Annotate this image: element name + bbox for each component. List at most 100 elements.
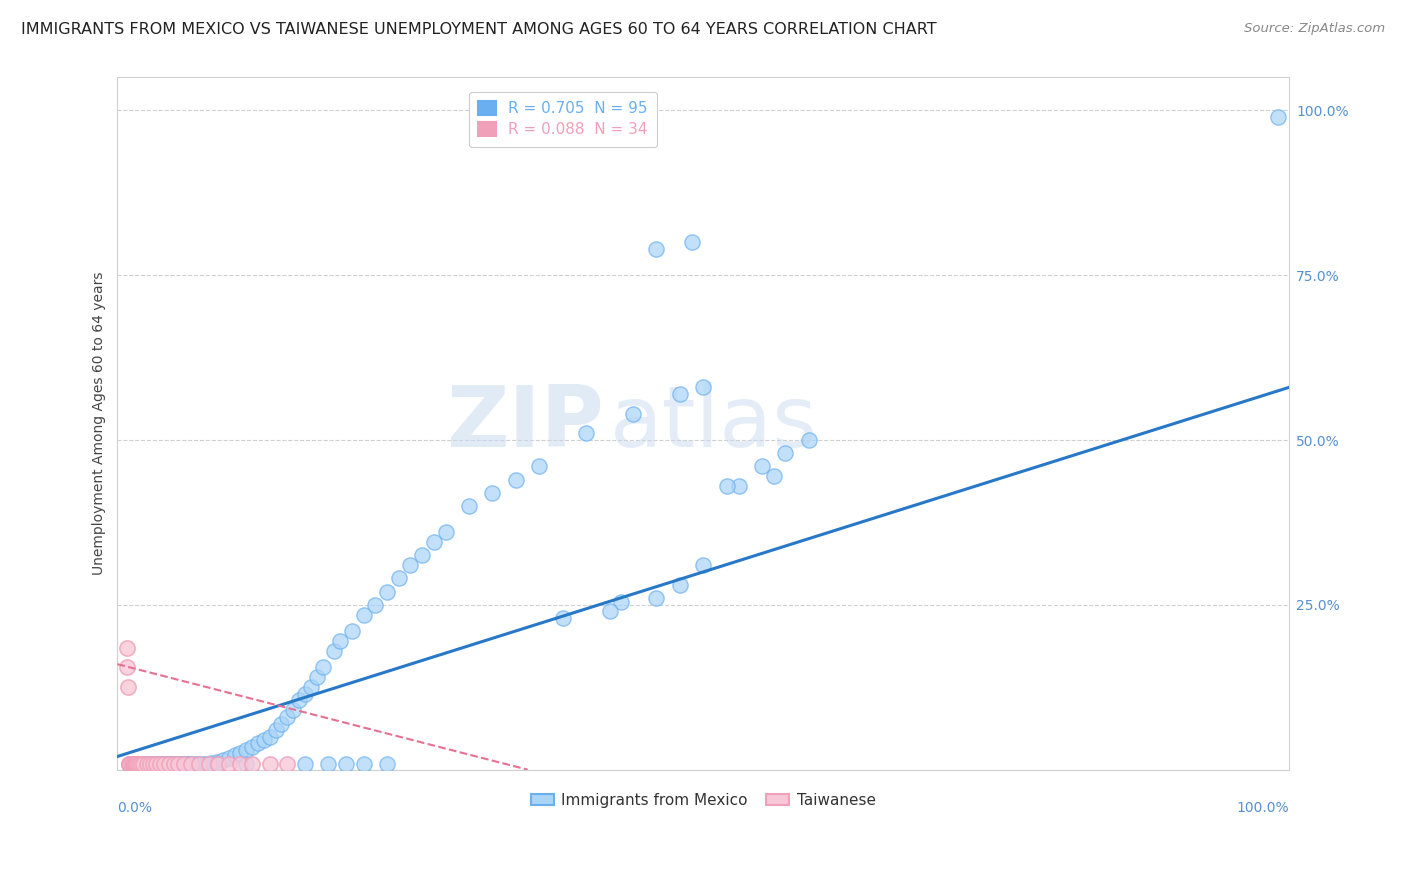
Point	[134, 757, 156, 772]
Point	[179, 757, 201, 772]
Point	[128, 757, 150, 772]
Point	[138, 757, 160, 772]
Point	[122, 757, 145, 772]
Point	[669, 387, 692, 401]
Point	[1267, 110, 1289, 124]
Point	[153, 757, 176, 772]
Point	[139, 757, 162, 772]
Point	[142, 757, 165, 772]
Point	[135, 757, 157, 772]
Point	[621, 407, 644, 421]
Point	[205, 755, 228, 769]
Point	[375, 757, 398, 772]
Point	[323, 644, 346, 658]
Point	[681, 235, 703, 250]
Point	[235, 757, 257, 772]
Point	[167, 757, 190, 772]
Point	[167, 757, 190, 772]
Point	[136, 757, 159, 772]
Point	[264, 723, 287, 737]
Point	[259, 757, 281, 772]
Text: 100.0%: 100.0%	[1237, 801, 1289, 814]
Point	[146, 757, 169, 772]
Point	[141, 757, 163, 772]
Point	[575, 426, 598, 441]
Text: Source: ZipAtlas.com: Source: ZipAtlas.com	[1244, 22, 1385, 36]
Legend: Immigrants from Mexico, Taiwanese: Immigrants from Mexico, Taiwanese	[524, 787, 882, 814]
Point	[156, 757, 179, 772]
Point	[434, 525, 457, 540]
Point	[125, 757, 148, 772]
Point	[159, 757, 181, 772]
Point	[121, 757, 143, 772]
Point	[212, 753, 235, 767]
Point	[610, 594, 633, 608]
Point	[129, 757, 152, 772]
Point	[124, 757, 146, 772]
Point	[128, 757, 150, 772]
Point	[122, 757, 145, 772]
Text: ZIP: ZIP	[446, 382, 603, 465]
Point	[118, 757, 141, 772]
Point	[207, 757, 229, 772]
Point	[335, 757, 357, 772]
Point	[340, 624, 363, 639]
Point	[127, 757, 149, 772]
Text: atlas: atlas	[610, 382, 818, 465]
Point	[229, 746, 252, 760]
Point	[259, 730, 281, 744]
Point	[218, 757, 240, 772]
Point	[165, 757, 187, 772]
Point	[115, 640, 138, 655]
Point	[172, 757, 194, 772]
Point	[135, 757, 157, 772]
Point	[143, 757, 166, 772]
Point	[124, 757, 146, 772]
Text: IMMIGRANTS FROM MEXICO VS TAIWANESE UNEMPLOYMENT AMONG AGES 60 TO 64 YEARS CORRE: IMMIGRANTS FROM MEXICO VS TAIWANESE UNEM…	[21, 22, 936, 37]
Point	[163, 757, 186, 772]
Point	[388, 572, 411, 586]
Point	[423, 535, 446, 549]
Point	[411, 549, 433, 563]
Point	[551, 611, 574, 625]
Point	[353, 757, 375, 772]
Point	[149, 757, 172, 772]
Point	[128, 757, 150, 772]
Point	[183, 757, 205, 772]
Point	[132, 757, 155, 772]
Point	[186, 757, 208, 772]
Point	[375, 584, 398, 599]
Point	[118, 757, 141, 772]
Point	[599, 604, 621, 618]
Point	[205, 757, 228, 772]
Point	[118, 757, 141, 772]
Point	[157, 757, 180, 772]
Point	[235, 743, 257, 757]
Point	[270, 716, 292, 731]
Point	[692, 558, 714, 573]
Point	[115, 660, 138, 674]
Point	[399, 558, 422, 573]
Point	[797, 433, 820, 447]
Point	[276, 757, 298, 772]
Point	[294, 757, 316, 772]
Point	[529, 459, 551, 474]
Point	[353, 607, 375, 622]
Point	[247, 736, 270, 750]
Point	[645, 591, 668, 606]
Point	[163, 757, 186, 772]
Point	[458, 499, 481, 513]
Point	[135, 757, 157, 772]
Point	[692, 380, 714, 394]
Point	[195, 757, 218, 772]
Point	[139, 757, 162, 772]
Point	[276, 710, 298, 724]
Point	[124, 757, 146, 772]
Point	[177, 757, 200, 772]
Point	[121, 757, 143, 772]
Point	[229, 757, 252, 772]
Point	[177, 757, 200, 772]
Point	[120, 757, 142, 772]
Point	[150, 757, 173, 772]
Text: 0.0%: 0.0%	[118, 801, 152, 814]
